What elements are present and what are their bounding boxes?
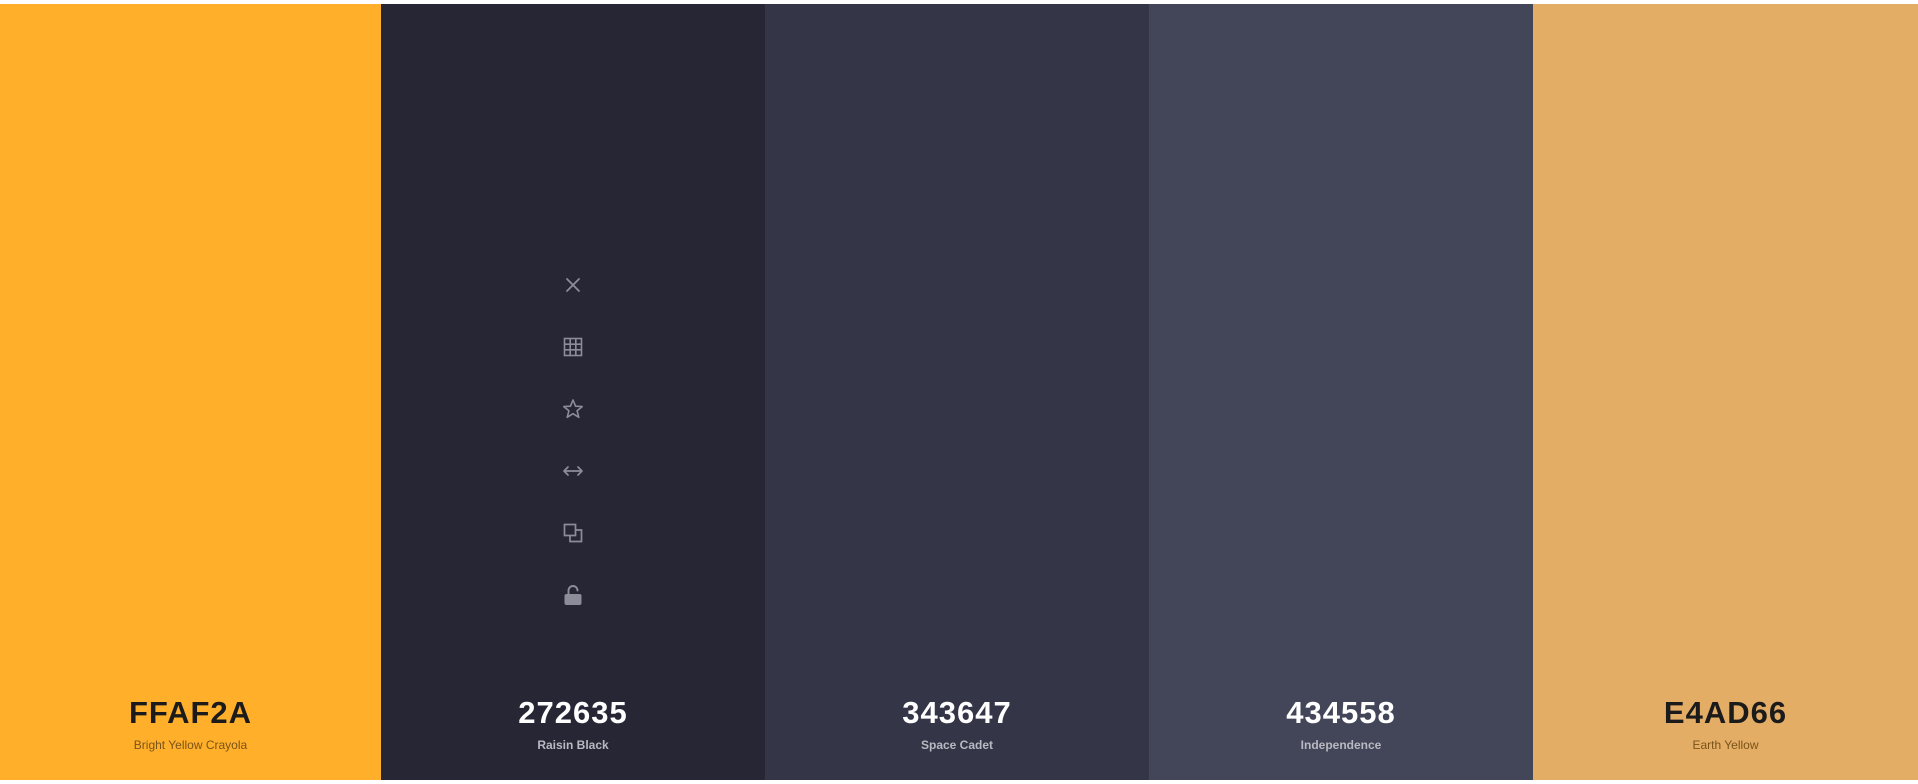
swatch-info: 434558 Independence bbox=[1149, 695, 1533, 752]
lock-color-button[interactable] bbox=[558, 580, 588, 610]
color-name[interactable]: Bright Yellow Crayola bbox=[133, 738, 248, 752]
swatch-bright-yellow-crayola[interactable]: FFAF2A Bright Yellow Crayola bbox=[0, 4, 381, 780]
color-name[interactable]: Raisin Black bbox=[537, 738, 609, 752]
star-icon bbox=[563, 399, 583, 419]
color-name[interactable]: Earth Yellow bbox=[1692, 738, 1759, 752]
remove-color-button[interactable] bbox=[558, 270, 588, 300]
swatch-info: 343647 Space Cadet bbox=[765, 695, 1149, 752]
color-name[interactable]: Independence bbox=[1300, 738, 1382, 752]
swatch-info: E4AD66 Earth Yellow bbox=[1533, 695, 1918, 752]
swatch-raisin-black[interactable]: 272635 Raisin Black bbox=[381, 4, 765, 780]
view-shades-button[interactable] bbox=[558, 332, 588, 362]
swatch-toolbar bbox=[553, 270, 593, 610]
color-hex[interactable]: 343647 bbox=[902, 695, 1012, 730]
color-hex[interactable]: 434558 bbox=[1286, 695, 1396, 730]
color-hex[interactable]: FFAF2A bbox=[128, 695, 253, 730]
grid-icon bbox=[563, 337, 583, 357]
drag-handle-button[interactable] bbox=[558, 456, 588, 486]
unlock-icon bbox=[564, 585, 582, 605]
arrows-horizontal-icon bbox=[563, 466, 583, 476]
save-color-button[interactable] bbox=[558, 394, 588, 424]
color-name[interactable]: Space Cadet bbox=[920, 738, 994, 752]
swatch-info: FFAF2A Bright Yellow Crayola bbox=[0, 695, 381, 752]
swatch-earth-yellow[interactable]: E4AD66 Earth Yellow bbox=[1533, 4, 1918, 780]
swatch-independence[interactable]: 434558 Independence bbox=[1149, 4, 1533, 780]
color-palette: FFAF2A Bright Yellow Crayola bbox=[0, 4, 1918, 780]
color-hex[interactable]: E4AD66 bbox=[1663, 695, 1788, 730]
swatch-space-cadet[interactable]: 343647 Space Cadet bbox=[765, 4, 1149, 780]
copy-icon bbox=[563, 523, 583, 543]
copy-hex-button[interactable] bbox=[558, 518, 588, 548]
swatch-info: 272635 Raisin Black bbox=[381, 695, 765, 752]
close-icon bbox=[566, 278, 580, 292]
color-hex[interactable]: 272635 bbox=[518, 695, 628, 730]
